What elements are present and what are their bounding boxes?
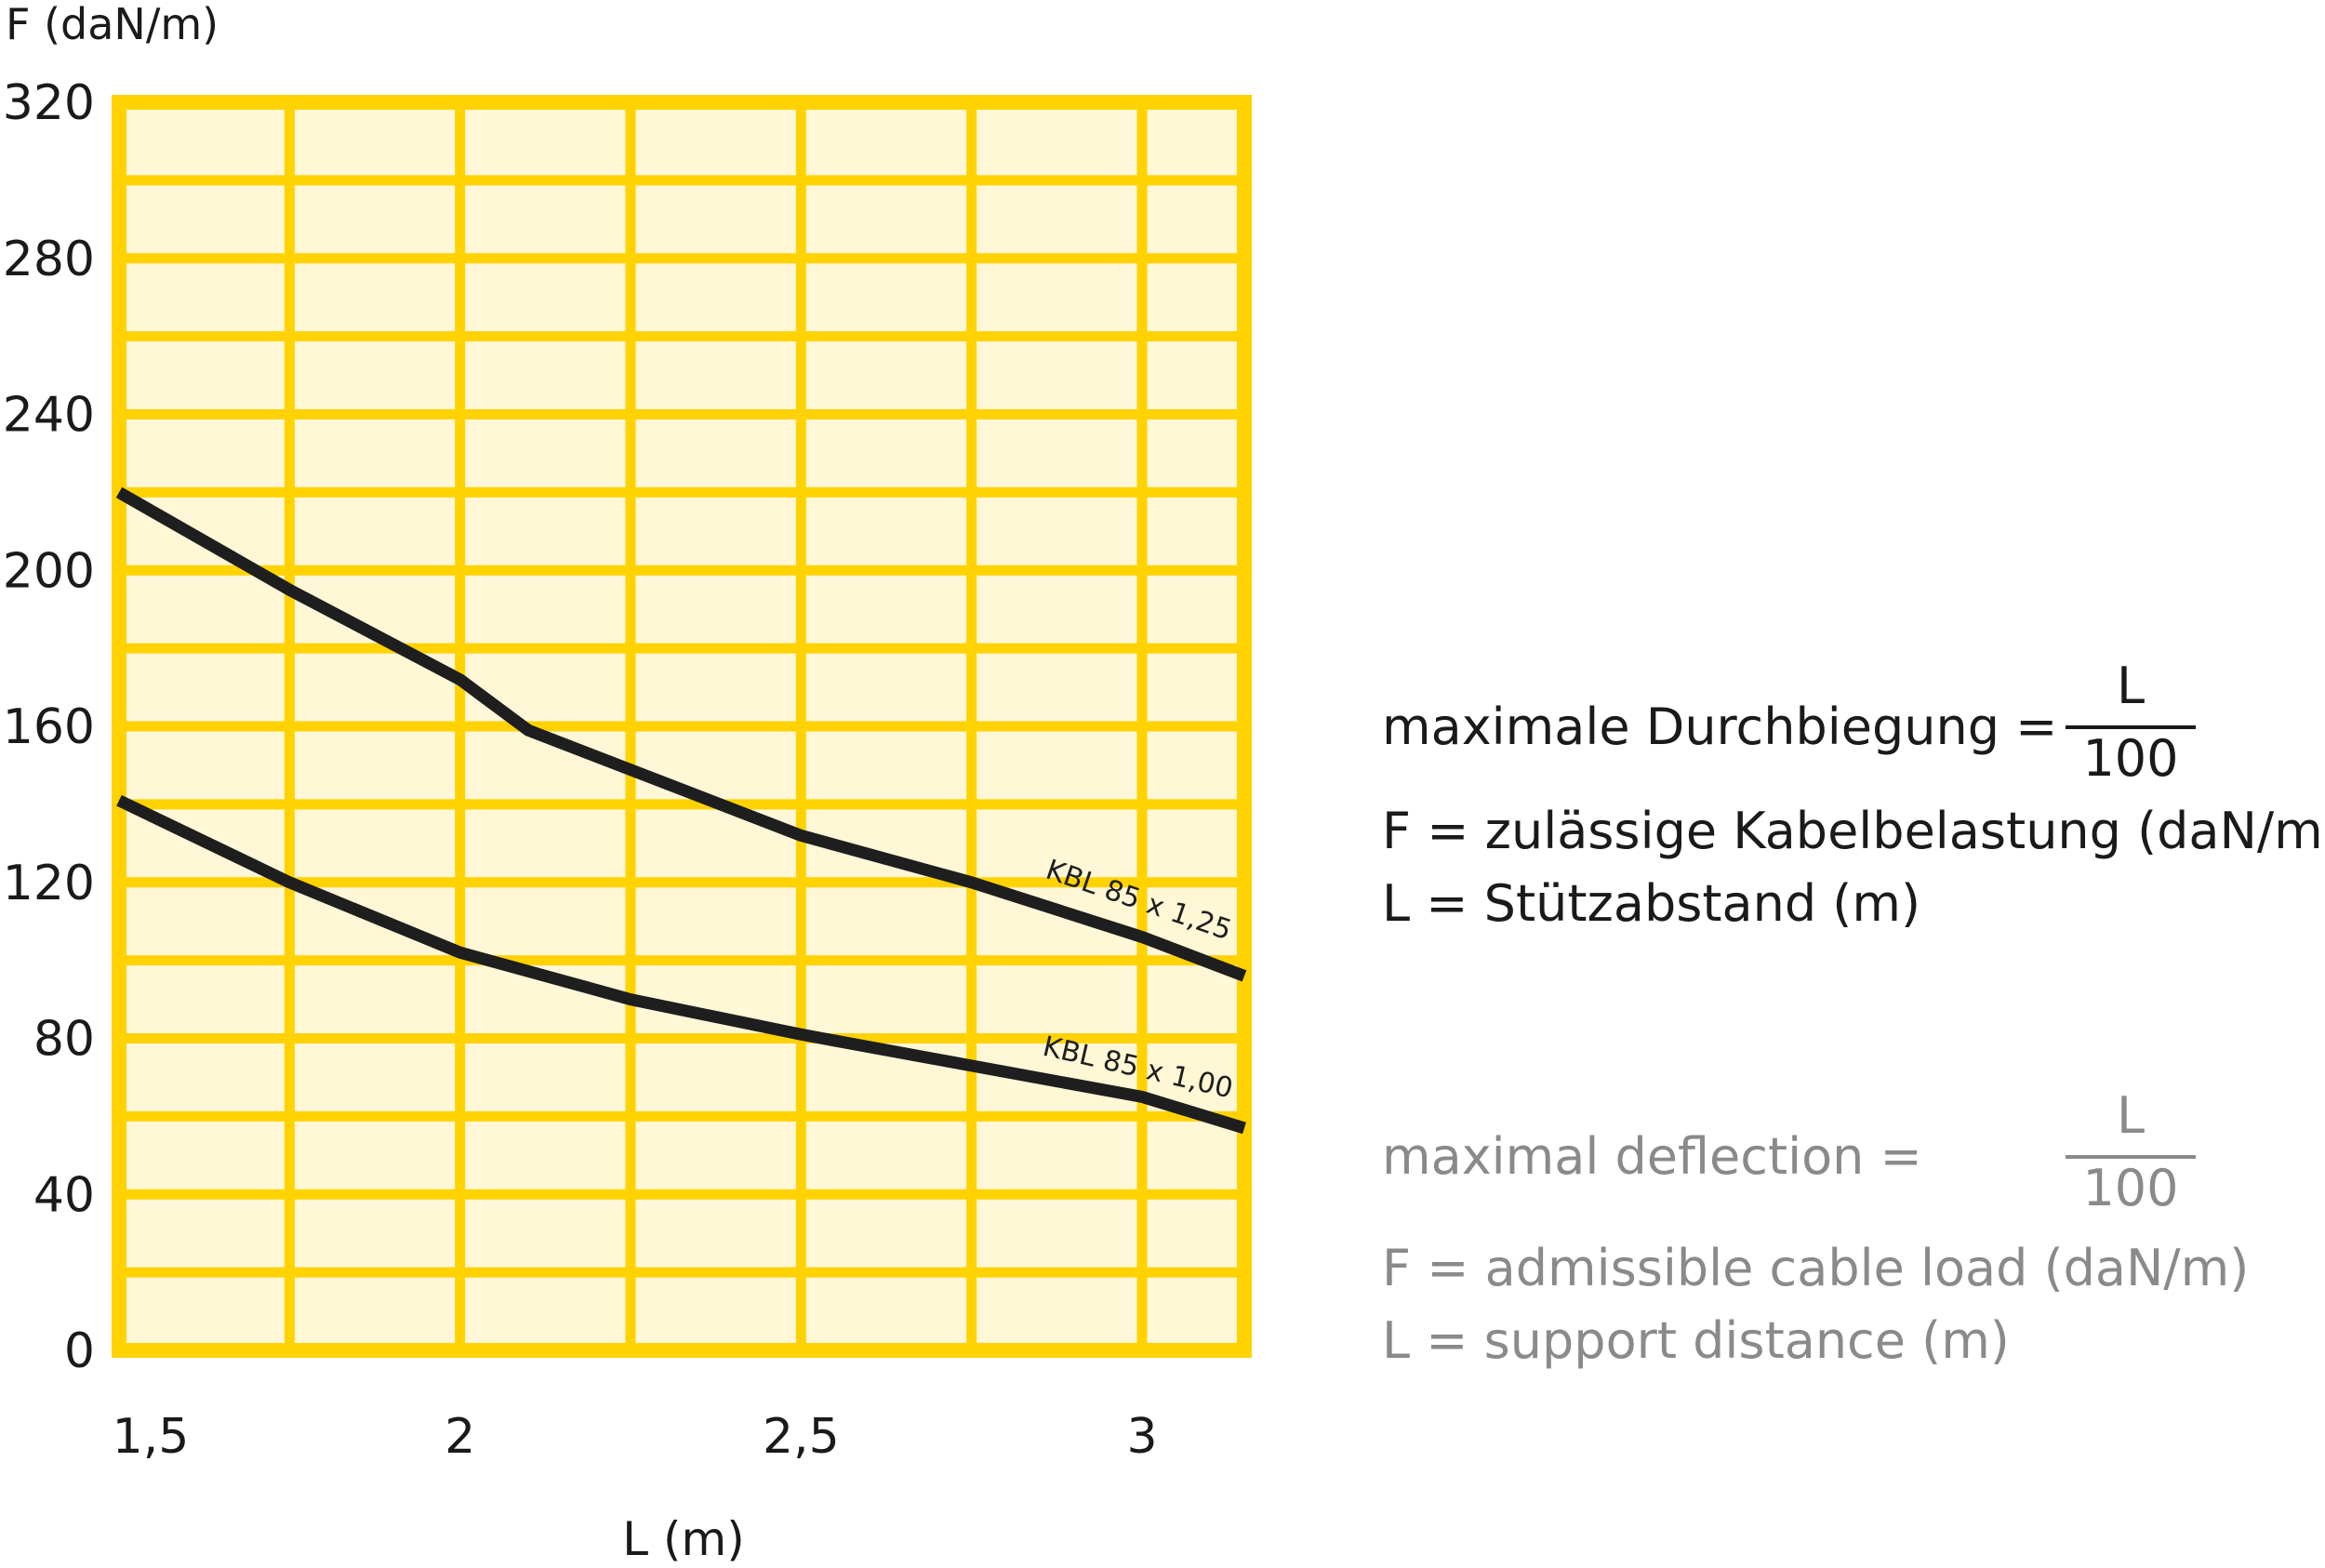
legend-force-en: F = admissible cable load (daN/m) bbox=[1382, 1239, 2250, 1297]
y-tick-label: 280 bbox=[3, 232, 95, 287]
y-tick-label: 120 bbox=[3, 856, 95, 911]
plot-frame bbox=[112, 95, 1252, 1358]
legend-force-de: F = zulässige Kabelbelastung (daN/m) bbox=[1382, 802, 2325, 860]
legend-length-en: L = support distance (m) bbox=[1382, 1311, 2010, 1370]
x-tick-label: 2 bbox=[445, 1409, 475, 1465]
axis-ticks: 0 40 80 120 160 200 240 280 320 1,5 2 2,5 3 bbox=[3, 75, 1158, 1465]
legend-deflection-en: maximal deflection = bbox=[1382, 1127, 1922, 1186]
series-line-2 bbox=[116, 794, 1246, 1135]
y-tick-label: 200 bbox=[3, 543, 95, 599]
legend-deflection-de: maximale Durchbiegung = bbox=[1382, 698, 2058, 756]
fraction-denominator-en: 100 bbox=[2082, 1159, 2179, 1217]
y-tick-label: 40 bbox=[33, 1167, 95, 1223]
series-lines bbox=[115, 486, 1247, 1135]
fraction-bar-de bbox=[2066, 725, 2196, 729]
x-tick-label: 1,5 bbox=[113, 1409, 190, 1465]
y-tick-label: 160 bbox=[3, 699, 95, 755]
fraction-denominator-de: 100 bbox=[2082, 729, 2179, 788]
x-tick-label: 2,5 bbox=[763, 1409, 840, 1465]
x-axis-label: L (m) bbox=[622, 1512, 744, 1566]
fraction-numerator-en: L bbox=[2116, 1086, 2146, 1145]
y-axis-label: F (daN/m) bbox=[6, 0, 219, 49]
y-tick-label: 0 bbox=[64, 1323, 95, 1379]
x-tick-label: 3 bbox=[1126, 1409, 1157, 1465]
y-tick-label: 80 bbox=[33, 1012, 95, 1068]
y-tick-label: 240 bbox=[3, 388, 95, 444]
grid bbox=[112, 95, 1252, 1358]
fraction-numerator-de: L bbox=[2116, 657, 2146, 715]
fraction-bar-en bbox=[2066, 1155, 2196, 1159]
y-tick-label: 320 bbox=[3, 75, 95, 131]
series-line-1 bbox=[115, 486, 1247, 982]
legend-length-de: L = Stützabstand (m) bbox=[1382, 874, 1921, 933]
